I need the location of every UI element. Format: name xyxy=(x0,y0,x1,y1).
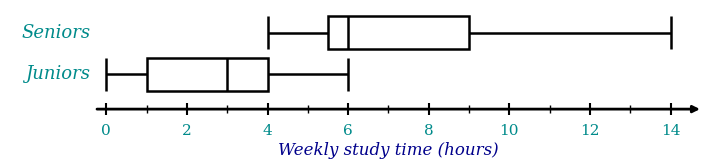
Bar xyxy=(146,58,268,91)
Text: 4: 4 xyxy=(263,123,272,138)
Text: 6: 6 xyxy=(343,123,353,138)
Text: 0: 0 xyxy=(101,123,111,138)
Text: 12: 12 xyxy=(580,123,600,138)
Text: Weekly study time (hours): Weekly study time (hours) xyxy=(278,142,499,159)
Text: 2: 2 xyxy=(182,123,192,138)
Text: 14: 14 xyxy=(661,123,680,138)
Bar xyxy=(328,16,469,49)
Text: 10: 10 xyxy=(500,123,519,138)
Text: Juniors: Juniors xyxy=(25,65,90,83)
Text: Seniors: Seniors xyxy=(21,24,90,42)
Text: 8: 8 xyxy=(424,123,434,138)
